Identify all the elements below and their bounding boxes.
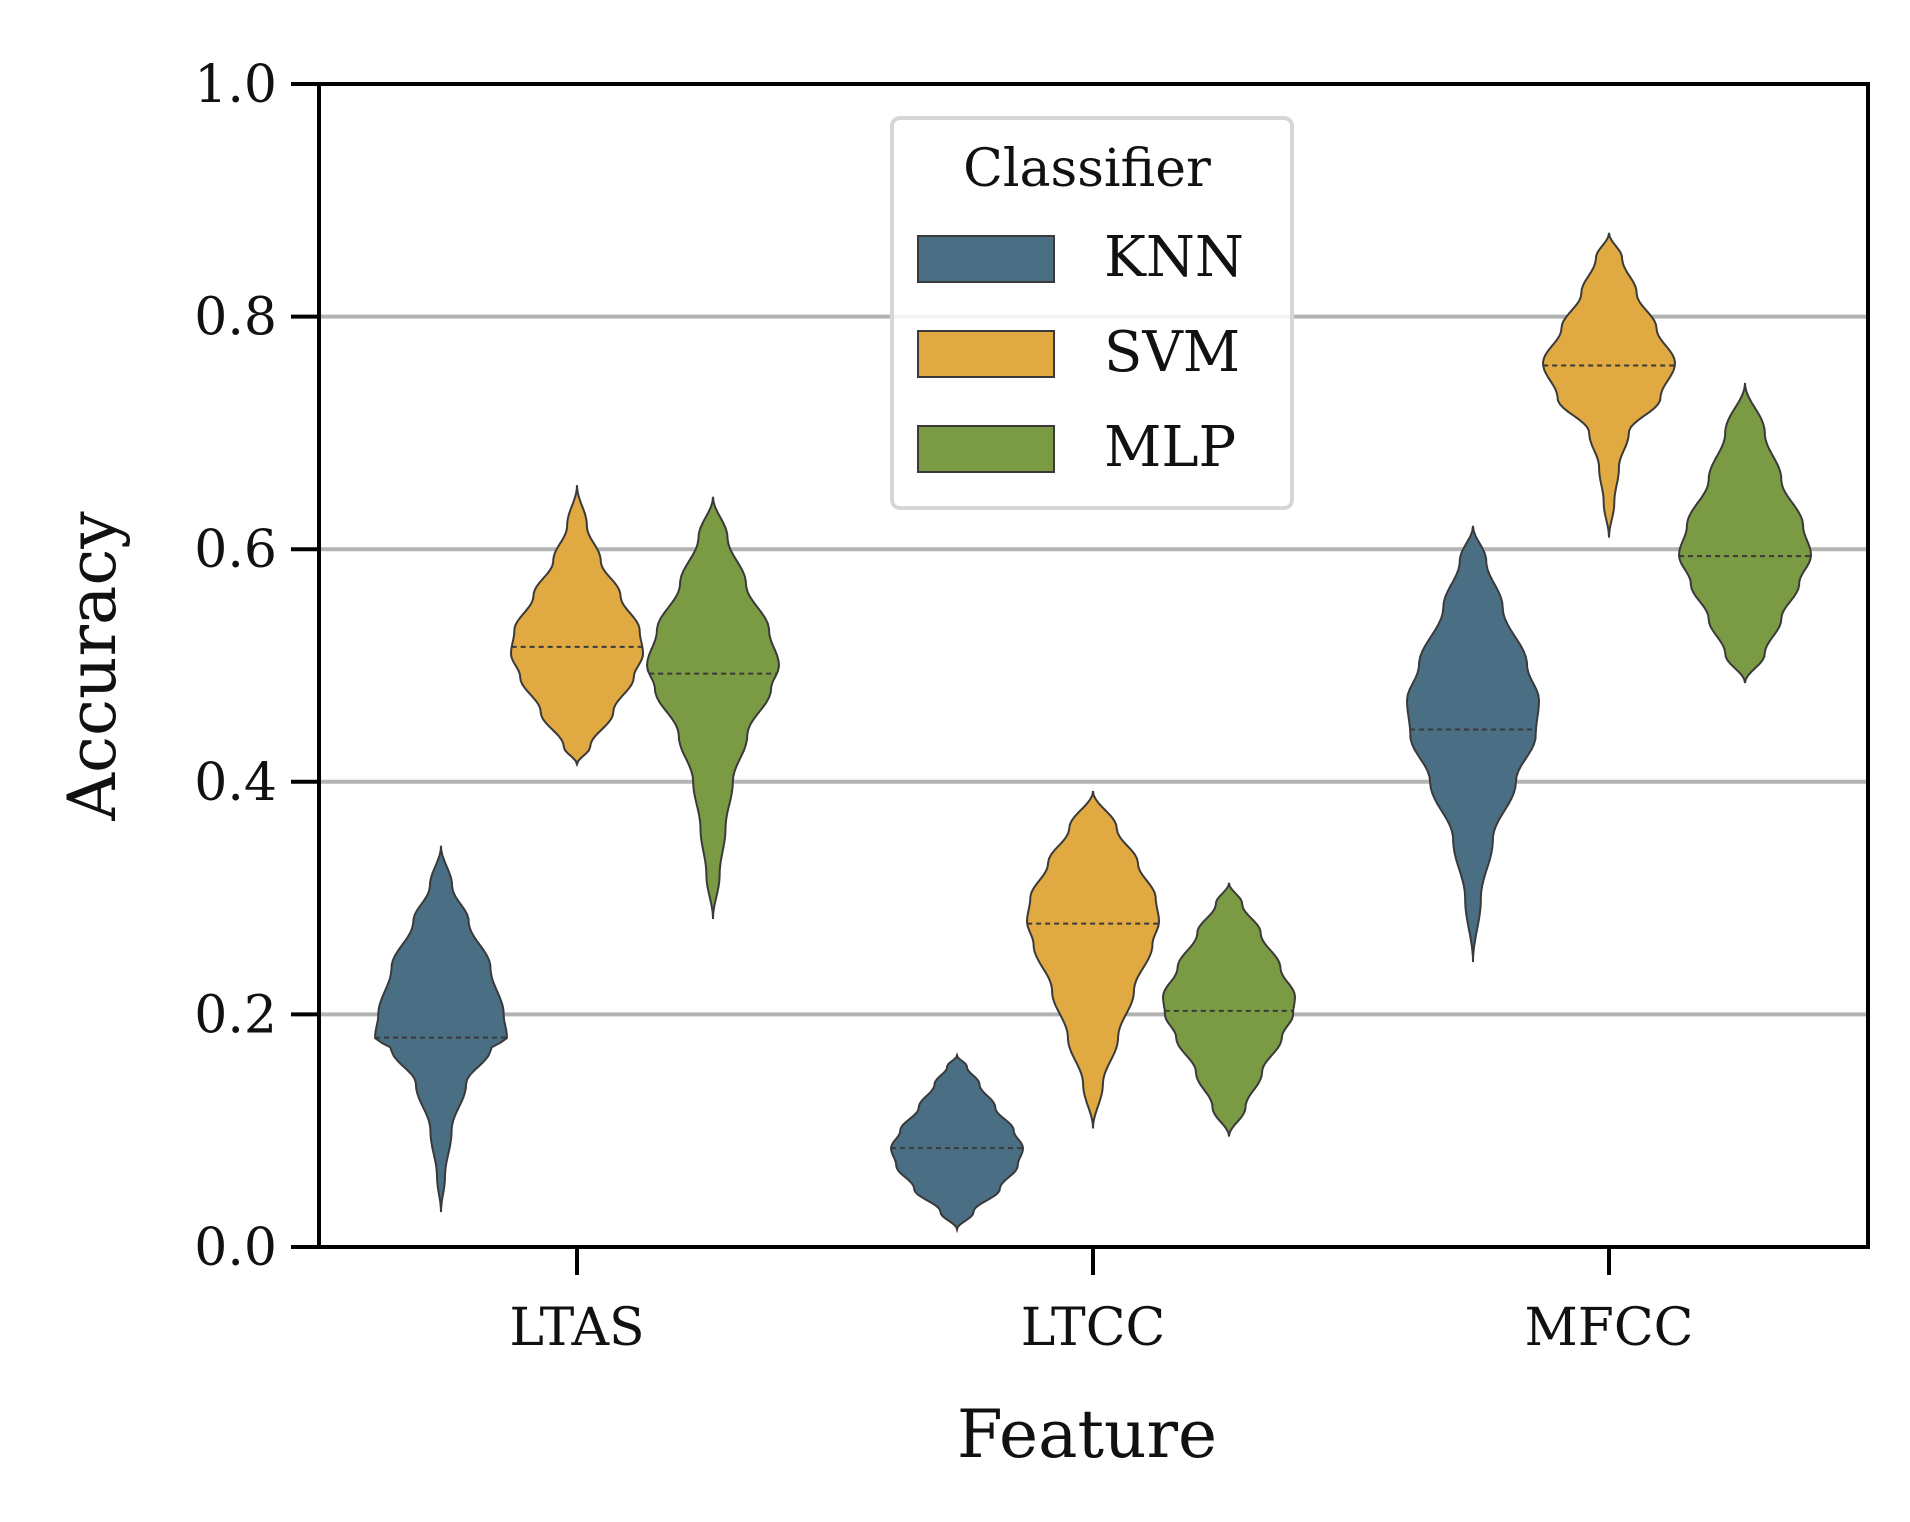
y-tick-label: 0.4 xyxy=(194,753,277,813)
legend: Classifier KNN SVM MLP xyxy=(890,116,1294,510)
violin-svm-mfcc xyxy=(1541,232,1677,538)
legend-box xyxy=(890,116,1294,510)
y-tick-label: 0.0 xyxy=(194,1218,277,1278)
y-tick-label: 0.6 xyxy=(194,520,277,580)
x-axis-label: Feature xyxy=(957,1396,1217,1473)
violin-knn-mfcc xyxy=(1405,525,1541,963)
y-tick-label: 0.2 xyxy=(194,985,277,1045)
y-axis-ticks: 0.0 0.2 0.4 0.6 0.8 1.0 xyxy=(194,55,319,1278)
x-tick-label: LTCC xyxy=(1021,1298,1166,1358)
legend-title: Classifier xyxy=(963,139,1211,199)
legend-label-svm: SVM xyxy=(1104,320,1240,385)
legend-swatch-knn xyxy=(917,235,1055,283)
y-tick-label: 0.8 xyxy=(194,288,277,348)
x-tick-label: MFCC xyxy=(1525,1298,1694,1358)
y-tick-label: 1.0 xyxy=(194,55,277,115)
legend-swatch-mlp xyxy=(917,425,1055,473)
violin-knn-ltas xyxy=(374,845,508,1213)
legend-swatch-svm xyxy=(917,330,1055,378)
violin-mlp-mfcc xyxy=(1677,382,1813,684)
violin-svm-ltcc xyxy=(1025,790,1161,1129)
legend-label-mlp: MLP xyxy=(1104,415,1236,480)
violin-mlp-ltas xyxy=(645,496,781,920)
x-axis-ticks: LTAS LTCC MFCC xyxy=(509,1247,1693,1358)
violin-mlp-ltcc xyxy=(1161,882,1297,1137)
y-axis-label: Accuracy xyxy=(54,511,131,822)
legend-label-knn: KNN xyxy=(1104,225,1244,290)
violin-knn-ltcc xyxy=(889,1052,1025,1234)
legend-entries: KNN SVM MLP xyxy=(917,225,1244,480)
violin-svm-ltas xyxy=(509,485,645,768)
x-tick-label: LTAS xyxy=(509,1298,644,1358)
violin-layer xyxy=(374,232,1813,1234)
